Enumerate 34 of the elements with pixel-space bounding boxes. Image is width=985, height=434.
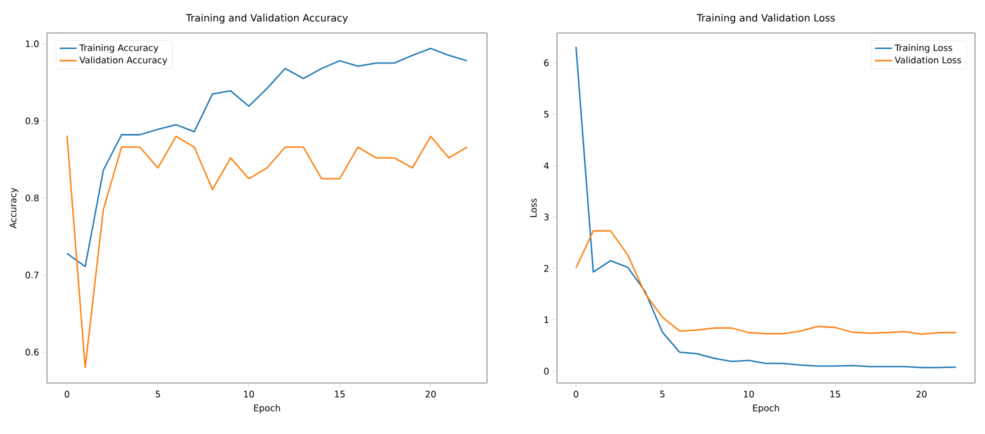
chart-title: Training and Validation Accuracy [186,14,348,24]
y-axis-title: Accuracy [10,188,18,228]
y-tick-label: 0.6 [26,348,39,356]
x-tick-label: 20 [916,390,927,398]
y-tick-label: 0.9 [26,117,39,124]
y-tick-label: 0.7 [26,272,38,278]
y-tick-label: 1 [544,316,548,324]
x-tick-label: 5 [156,390,160,398]
y-tick-label: 2 [544,265,548,272]
y-tick-label: 6 [544,59,549,66]
x-tick-label: 0 [64,390,70,398]
y-tick-label: 5 [544,110,548,118]
x-tick-label: 10 [244,390,254,398]
x-tick-label: 20 [426,390,436,398]
line-series [575,230,957,335]
x-tick-label: 5 [660,390,664,398]
y-tick-label: 3 [544,214,549,220]
y-tick-label: 0.8 [26,194,39,202]
chart-title: Training and Validation Loss [696,14,835,24]
x-tick-label: 10 [744,390,754,398]
x-tick-label: 0 [574,390,578,398]
y-tick-label: 1.0 [26,40,39,48]
x-tick-label: 15 [830,390,840,398]
x-tick-label: 15 [335,390,345,398]
y-axis-title: Loss [530,198,537,217]
y-tick-label: 0 [544,368,549,375]
line-series [66,134,468,368]
legend-label: Training Loss [894,44,952,53]
legend-label: Training Accuracy [79,44,158,53]
y-tick-label: 4 [544,162,549,169]
legend-label: Validation Loss [894,56,962,64]
x-axis-title: Epoch [254,404,280,414]
x-axis-title: Epoch [753,404,779,414]
legend-label: Validation Accuracy [79,56,168,66]
